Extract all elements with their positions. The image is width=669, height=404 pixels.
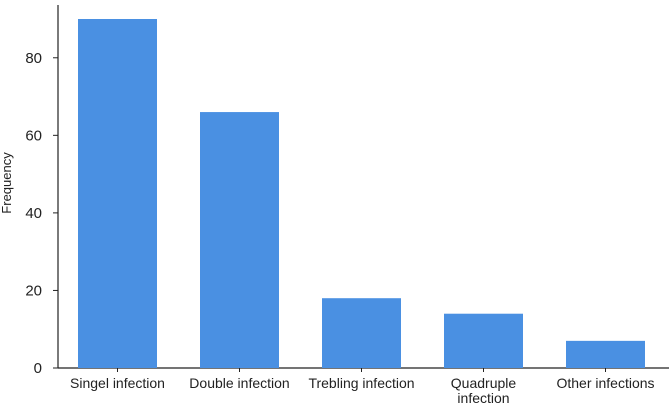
- y-tick-label: 0: [34, 360, 42, 377]
- y-axis-title: Frequency: [0, 152, 14, 214]
- x-axis: Singel infection Double infection Trebling…: [58, 367, 669, 404]
- bar: [322, 298, 401, 368]
- x-tick-label: Other infections: [556, 375, 654, 391]
- x-tick-label: Trebling infection: [308, 375, 414, 391]
- x-tick-label: Double infection: [189, 375, 289, 391]
- x-tick-label: Quadruple infection: [451, 375, 517, 404]
- bar: [200, 112, 279, 368]
- y-tick-label: 40: [25, 205, 42, 222]
- bars: [78, 19, 645, 368]
- bar: [78, 19, 157, 368]
- y-tick-label: 80: [25, 50, 42, 67]
- bar: [566, 340, 645, 368]
- y-axis: 0 20 40 60 80: [25, 5, 59, 377]
- bar: [444, 313, 523, 368]
- y-tick-label: 20: [25, 282, 42, 299]
- x-tick-label: Singel infection: [70, 375, 165, 391]
- y-tick-label: 60: [25, 127, 42, 144]
